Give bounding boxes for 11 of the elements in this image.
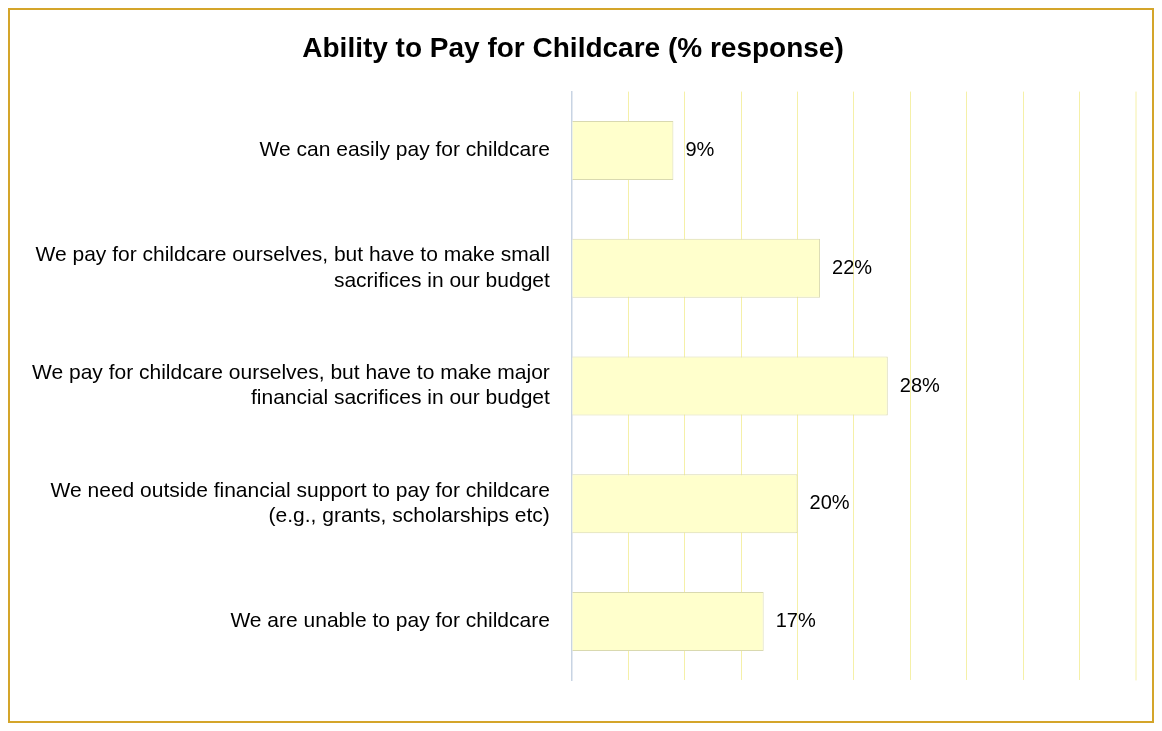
y-tick-label: We pay for childcare ourselves, but have to make major financial sacrifices in our budget (31, 360, 550, 409)
y-tick-label: We can easily pay for childcare (259, 137, 550, 161)
data-label: 9% (685, 138, 715, 160)
data-label: 22% (832, 255, 873, 278)
data-label: 20% (809, 491, 850, 514)
data-label: 17% (775, 609, 816, 632)
y-tick-label: We need outside financial support to pay for childcare (e.g., grants, scholarships etc) (50, 477, 550, 527)
y-tick-label: We pay for childcare ourselves, but have to make small sacrifices in our budget (35, 242, 551, 291)
chart-title: Ability to Pay for Childcare (% response) (302, 31, 844, 63)
data-label: 28% (899, 373, 941, 396)
y-tick-label: We are unable to pay for childcare (230, 608, 550, 632)
